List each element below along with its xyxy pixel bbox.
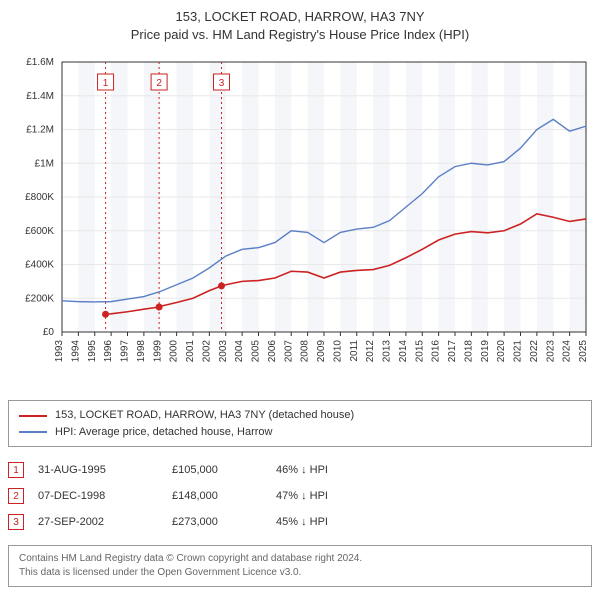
legend-swatch (19, 415, 47, 417)
x-tick-label: 2012 (365, 340, 376, 363)
x-tick-label: 2013 (382, 340, 393, 363)
title-line-1: 153, LOCKET ROAD, HARROW, HA3 7NY (8, 8, 592, 26)
legend-label: HPI: Average price, detached house, Harr… (55, 424, 272, 441)
x-tick-label: 2016 (431, 340, 442, 363)
marker-row-delta: 45% ↓ HPI (276, 516, 328, 528)
x-tick-label: 1993 (54, 340, 65, 363)
y-tick-label: £1M (35, 159, 54, 170)
legend-row: HPI: Average price, detached house, Harr… (19, 424, 581, 441)
x-tick-label: 2007 (283, 340, 294, 363)
x-tick-label: 1997 (120, 340, 131, 363)
legend-swatch (19, 431, 47, 433)
y-tick-label: £0 (43, 327, 55, 338)
x-tick-label: 2014 (398, 340, 409, 363)
x-tick-label: 2010 (332, 340, 343, 363)
title-line-2: Price paid vs. HM Land Registry's House … (8, 26, 592, 44)
marker-row-delta: 46% ↓ HPI (276, 464, 328, 476)
marker-dot (156, 304, 163, 311)
x-tick-label: 2022 (529, 340, 540, 363)
x-tick-label: 2002 (201, 340, 212, 363)
x-tick-label: 2008 (300, 340, 311, 363)
x-tick-label: 2015 (414, 340, 425, 363)
x-tick-label: 2011 (349, 340, 360, 362)
marker-row-delta: 47% ↓ HPI (276, 490, 328, 502)
x-tick-label: 1999 (152, 340, 163, 363)
y-tick-label: £400K (25, 260, 54, 271)
marker-row: 3 27-SEP-2002 £273,000 45% ↓ HPI (8, 509, 592, 535)
x-tick-label: 2001 (185, 340, 196, 363)
x-tick-label: 2017 (447, 340, 458, 363)
legend-box: 153, LOCKET ROAD, HARROW, HA3 7NY (detac… (8, 400, 592, 447)
legend-row: 153, LOCKET ROAD, HARROW, HA3 7NY (detac… (19, 407, 581, 424)
marker-dot (102, 311, 109, 318)
marker-row-date: 27-SEP-2002 (38, 516, 158, 528)
chart-container: £0 £200K £400K £600K £800K £1M £1.2M £1.4M £1.6M… (8, 52, 592, 392)
marker-row: 2 07-DEC-1998 £148,000 47% ↓ HPI (8, 483, 592, 509)
marker-row-price: £148,000 (172, 490, 262, 502)
x-tick-label: 2004 (234, 340, 245, 363)
y-tick-label: £200K (25, 294, 54, 305)
x-tick-label: 1996 (103, 340, 114, 363)
x-tick-label: 2023 (545, 340, 556, 363)
x-tick-label: 2003 (218, 340, 229, 363)
footer-line-1: Contains HM Land Registry data © Crown c… (19, 552, 581, 566)
x-tick-label: 2025 (578, 340, 589, 363)
footer-line-2: This data is licensed under the Open Gov… (19, 566, 581, 580)
x-tick-label: 1995 (87, 340, 98, 363)
marker-row-date: 31-AUG-1995 (38, 464, 158, 476)
x-tick-label: 2020 (496, 340, 507, 363)
marker-row-badge: 3 (8, 514, 24, 530)
x-tick-label: 1998 (136, 340, 147, 363)
marker-row-price: £273,000 (172, 516, 262, 528)
y-tick-label: £600K (25, 226, 54, 237)
x-tick-label: 2024 (562, 340, 573, 363)
x-tick-label: 2018 (463, 340, 474, 363)
marker-row-price: £105,000 (172, 464, 262, 476)
footer-box: Contains HM Land Registry data © Crown c… (8, 545, 592, 587)
x-tick-label: 2000 (169, 340, 180, 363)
x-tick-label: 2021 (513, 340, 524, 363)
marker-row-badge: 1 (8, 462, 24, 478)
marker-row: 1 31-AUG-1995 £105,000 46% ↓ HPI (8, 457, 592, 483)
y-tick-label: £1.4M (26, 91, 54, 102)
x-tick-label: 2019 (480, 340, 491, 363)
x-tick-label: 2009 (316, 340, 327, 363)
y-tick-label: £800K (25, 192, 54, 203)
x-tick-label: 1994 (70, 340, 81, 363)
chart-title-block: 153, LOCKET ROAD, HARROW, HA3 7NY Price … (8, 8, 592, 44)
marker-row-badge: 2 (8, 488, 24, 504)
y-tick-label: £1.6M (26, 57, 54, 68)
chart-svg: £0 £200K £400K £600K £800K £1M £1.2M £1.4M £1.6M… (8, 52, 592, 392)
y-tick-label: £1.2M (26, 125, 54, 136)
marker-badge-number: 1 (103, 78, 109, 89)
x-tick-label: 2006 (267, 340, 278, 363)
marker-dot (218, 283, 225, 290)
marker-row-date: 07-DEC-1998 (38, 490, 158, 502)
x-tick-label: 2005 (251, 340, 262, 363)
markers-table: 1 31-AUG-1995 £105,000 46% ↓ HPI 2 07-DEC-199… (8, 457, 592, 535)
marker-badge-number: 3 (219, 78, 225, 89)
marker-badge-number: 2 (156, 78, 162, 89)
legend-label: 153, LOCKET ROAD, HARROW, HA3 7NY (detac… (55, 407, 354, 424)
